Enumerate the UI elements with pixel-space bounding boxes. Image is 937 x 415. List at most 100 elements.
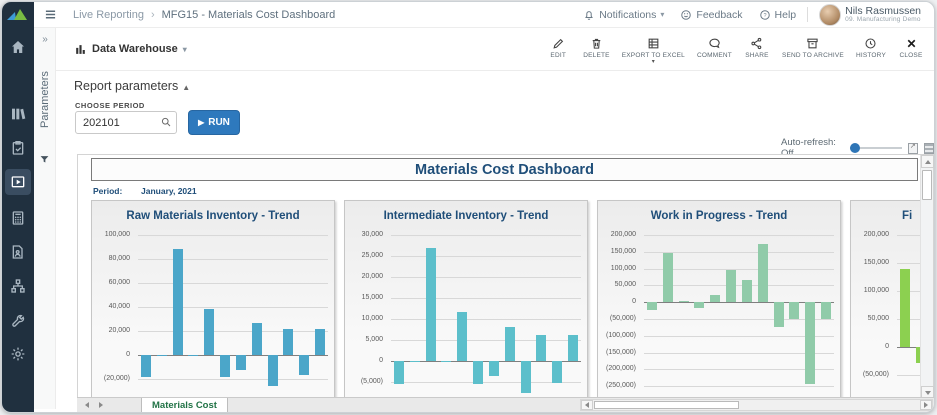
- vertical-scrollbar-thumb[interactable]: [922, 170, 932, 200]
- y-tick-label: 25,000: [361, 252, 383, 259]
- search-icon[interactable]: [160, 116, 172, 128]
- y-tick-label: 60,000: [108, 279, 130, 286]
- hamburger-menu-button[interactable]: [44, 8, 57, 21]
- sidebar-item-budgeting[interactable]: [2, 204, 34, 232]
- y-axis-labels: 200,000150,000100,00050,0000(50,000)(100…: [851, 231, 893, 399]
- gridline: [897, 263, 920, 264]
- sidebar-item-live-reporting[interactable]: [2, 168, 34, 196]
- share-button[interactable]: SHARE: [740, 34, 774, 60]
- menu-icon: [45, 10, 56, 19]
- user-menu[interactable]: Nils Rasmussen 09. Manufacturing Demo: [814, 3, 926, 26]
- bar: [283, 328, 294, 355]
- sidebar-item-admin-tools[interactable]: [2, 308, 34, 336]
- report-parameters-toggle[interactable]: Report parameters ▲: [74, 79, 191, 93]
- bar: [488, 361, 499, 377]
- horizontal-scrollbar-thumb[interactable]: [594, 401, 739, 409]
- plot-area: [138, 235, 328, 399]
- sidebar-item-settings[interactable]: [2, 340, 34, 368]
- gridline: [644, 352, 834, 354]
- popout-icon[interactable]: [907, 142, 918, 154]
- vertical-scrollbar[interactable]: [920, 155, 934, 399]
- y-tick-label: (200,000): [606, 365, 636, 373]
- gridline: [391, 277, 581, 278]
- gridline: [138, 283, 328, 284]
- plot-area: [644, 235, 834, 399]
- bar: [315, 328, 326, 355]
- parameters-panel-title[interactable]: Parameters: [39, 71, 51, 129]
- sidebar-item-processes[interactable]: [2, 272, 34, 300]
- report-viewport: Materials Cost Dashboard Period: January…: [77, 154, 934, 400]
- y-tick-label: 80,000: [108, 255, 130, 262]
- y-tick-label: 100,000: [610, 264, 636, 272]
- sidebar-item-data-import[interactable]: [2, 238, 34, 266]
- chevron-down-icon: ▾: [651, 58, 655, 65]
- sheet-tab-label: Materials Cost: [152, 399, 217, 411]
- help-icon: ?: [759, 9, 770, 20]
- plot-area: [897, 235, 920, 399]
- comment-bubble-icon: [709, 38, 720, 48]
- slider-knob[interactable]: [849, 143, 860, 153]
- comment-button[interactable]: COMMENT: [693, 34, 736, 60]
- period-input[interactable]: [75, 111, 177, 134]
- send-to-archive-button[interactable]: SEND TO ARCHIVE: [778, 34, 848, 60]
- gridline: [644, 319, 834, 320]
- choose-period-label: CHOOSE PERIOD: [75, 101, 145, 110]
- clipboard-check-icon: [12, 141, 24, 155]
- bar: [393, 361, 404, 385]
- y-tick-label: 20,000: [361, 273, 383, 280]
- app-logo-icon: [6, 9, 29, 27]
- sidebar-item-assignments[interactable]: [2, 134, 34, 162]
- auto-refresh-slider[interactable]: [849, 142, 902, 154]
- datasource-label: Data Warehouse: [92, 43, 178, 55]
- dashboard-title: Materials Cost Dashboard: [415, 161, 594, 178]
- close-button[interactable]: CLOSE: [894, 34, 928, 60]
- chevron-down-icon: ▾: [660, 10, 665, 19]
- topbar-divider: [807, 7, 809, 22]
- gridline: [138, 235, 328, 236]
- sheet-nav-prev-button[interactable]: [85, 402, 89, 408]
- gridline: [897, 347, 920, 348]
- edit-button[interactable]: EDIT: [541, 34, 575, 60]
- sheet-tab-materials-cost[interactable]: Materials Cost: [141, 398, 228, 412]
- bar: [251, 322, 262, 355]
- expand-panel-chevron-icon[interactable]: »: [42, 34, 48, 45]
- scroll-right-button[interactable]: [920, 400, 932, 410]
- breadcrumb-root[interactable]: Live Reporting: [73, 8, 144, 21]
- gear-icon: [11, 347, 25, 361]
- pencil-icon: [553, 38, 563, 49]
- y-tick-label: 30,000: [361, 231, 383, 238]
- breadcrumb-separator: ›: [150, 8, 155, 21]
- run-button[interactable]: ▶ RUN: [188, 110, 240, 135]
- notifications-label: Notifications: [599, 8, 657, 21]
- delete-button[interactable]: DELETE: [579, 34, 614, 60]
- bar: [299, 355, 310, 376]
- y-tick-label: 150,000: [610, 247, 636, 255]
- scroll-up-button[interactable]: [921, 155, 934, 168]
- export-to-excel-button[interactable]: EXPORT TO EXCEL ▾: [618, 34, 689, 65]
- bar: [662, 253, 673, 303]
- history-button[interactable]: HISTORY: [852, 34, 890, 60]
- sidebar-item-home[interactable]: [2, 33, 34, 61]
- period-row: Period: January, 2021: [93, 186, 197, 196]
- sidebar-item-library[interactable]: [2, 100, 34, 128]
- y-tick-label: 20,000: [108, 327, 130, 334]
- scroll-left-button[interactable]: [581, 400, 593, 410]
- y-tick-label: 200,000: [610, 231, 636, 238]
- help-button[interactable]: ? Help: [754, 9, 802, 21]
- bar: [805, 302, 816, 384]
- breadcrumb-current: MFG15 - Materials Cost Dashboard: [161, 8, 336, 21]
- feedback-button[interactable]: Feedback: [675, 9, 747, 21]
- smiley-icon: [681, 9, 692, 20]
- filter-funnel-icon[interactable]: [39, 152, 50, 170]
- y-tick-label: 150,000: [863, 259, 889, 266]
- grid-view-icon[interactable]: [923, 142, 934, 154]
- gridline: [644, 369, 834, 371]
- horizontal-scrollbar[interactable]: [580, 399, 933, 411]
- gridline: [391, 235, 581, 236]
- notifications-button[interactable]: Notifications ▾: [578, 9, 669, 21]
- bar: [821, 302, 832, 320]
- calculator-icon: [12, 211, 24, 225]
- sheet-nav-next-button[interactable]: [99, 402, 103, 408]
- datasource-selector[interactable]: Data Warehouse ▾: [74, 43, 187, 56]
- gridline: [391, 340, 581, 341]
